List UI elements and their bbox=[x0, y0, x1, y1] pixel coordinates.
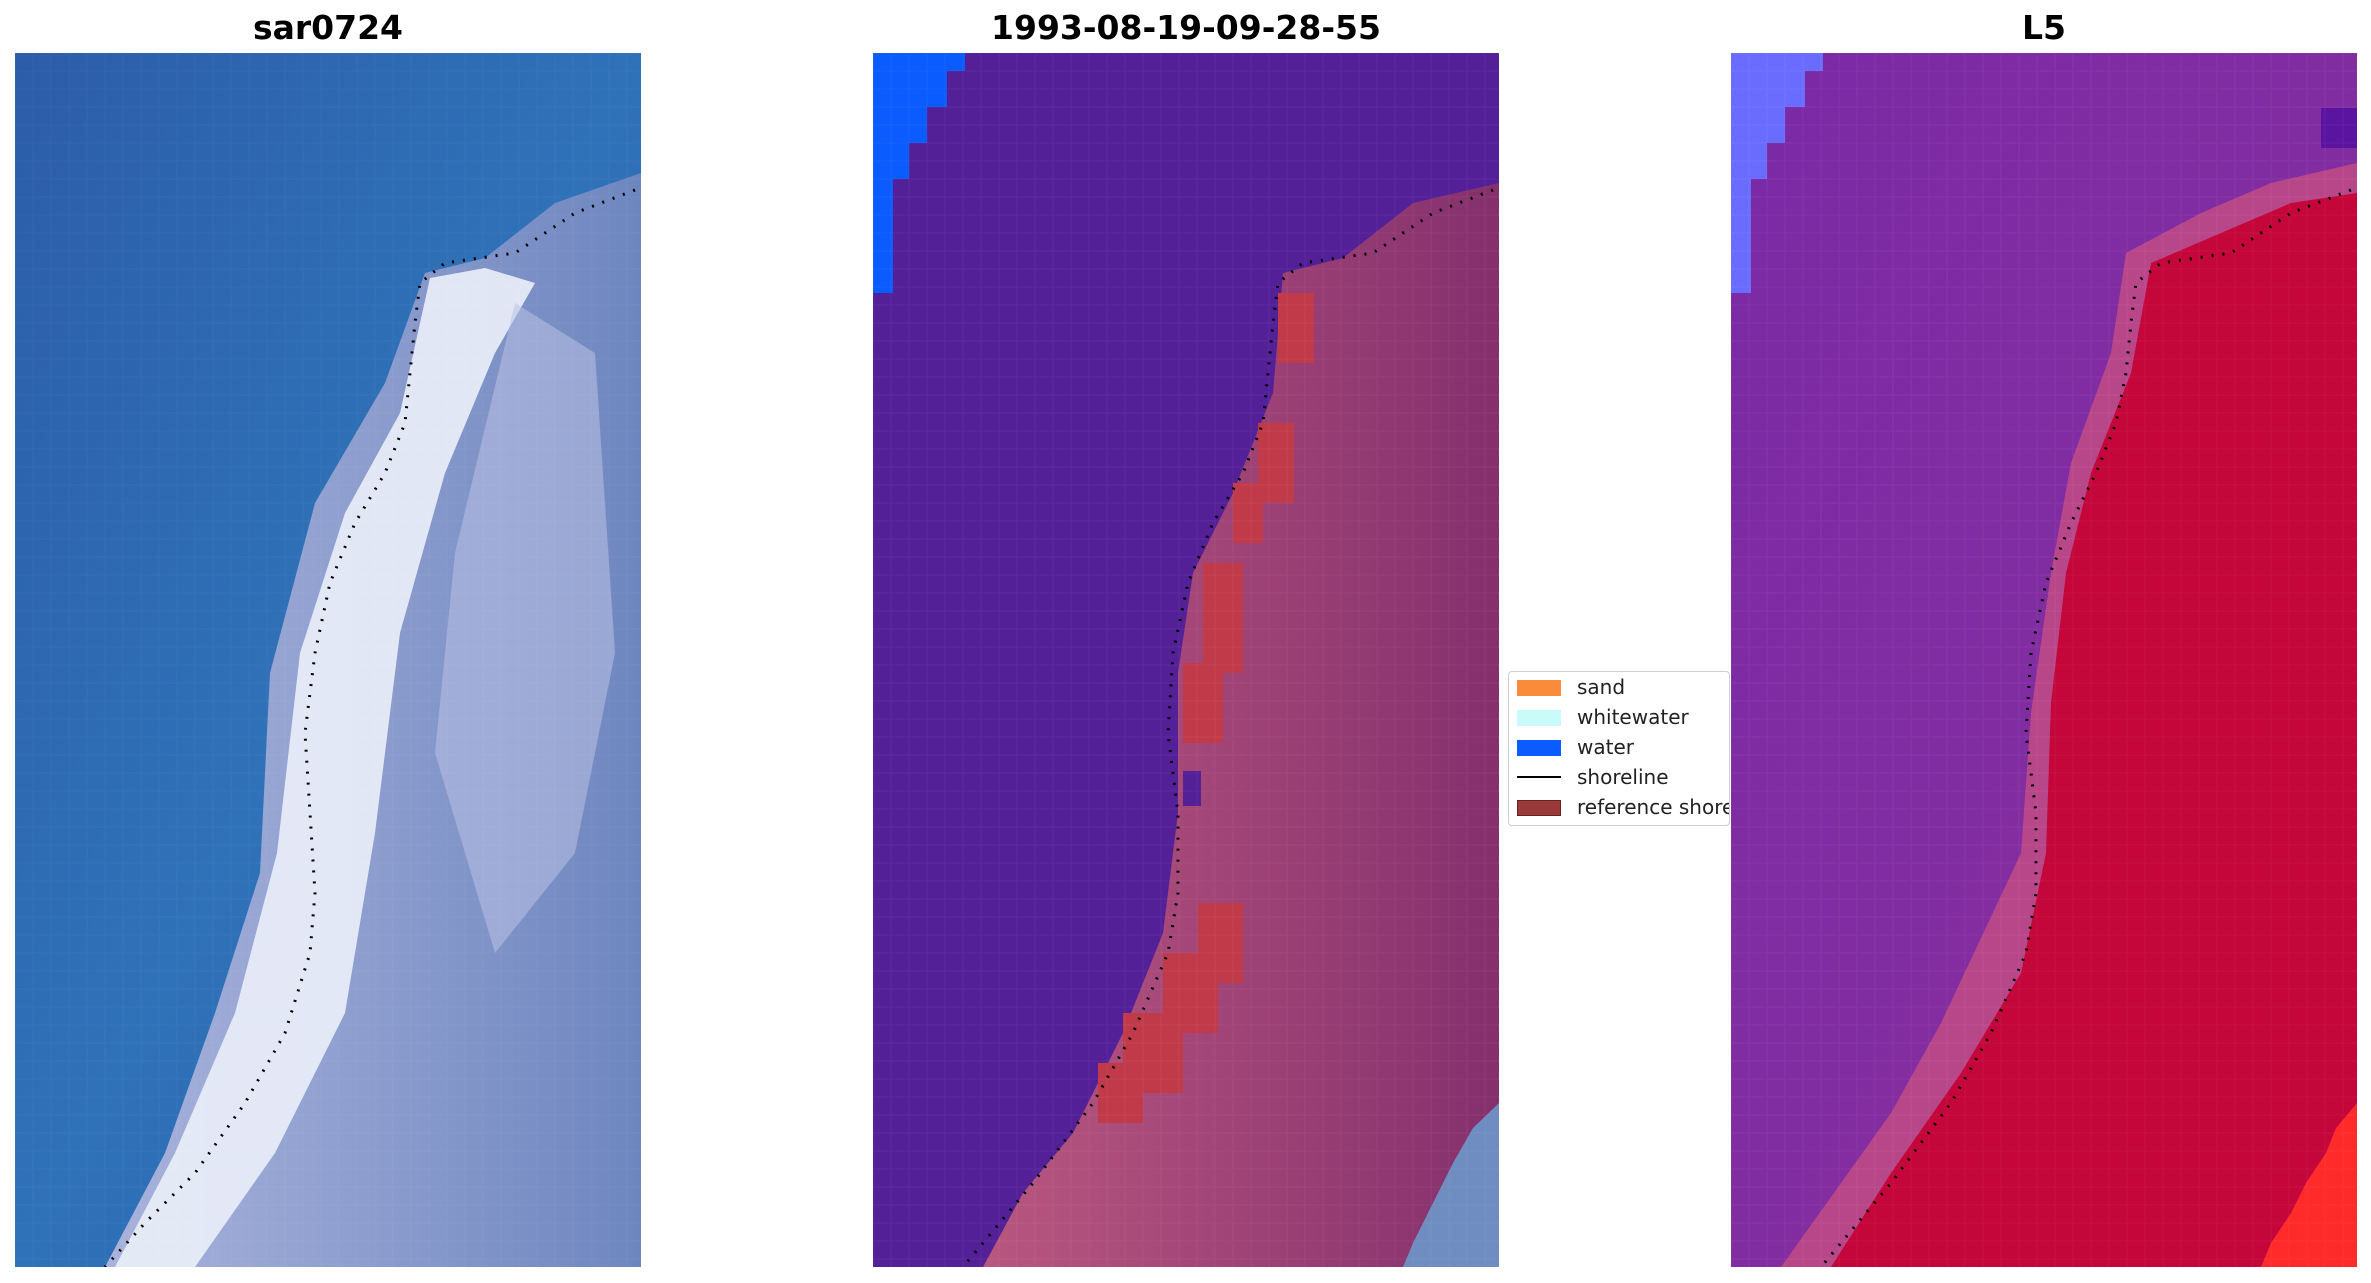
panel-title-rgb: sar0724 bbox=[252, 8, 404, 47]
sand-swatch bbox=[1517, 680, 1561, 696]
whitewater-swatch bbox=[1517, 710, 1561, 726]
legend-item-shoreline: shoreline bbox=[1509, 762, 1729, 792]
panel-title-mndwi: L5 bbox=[2022, 8, 2066, 47]
rgb-image-panel bbox=[15, 53, 641, 1267]
l5-image-panel bbox=[1731, 53, 2357, 1267]
legend: sand whitewater water shoreline referenc… bbox=[1508, 671, 1730, 826]
shoreline-line bbox=[103, 188, 636, 1267]
panel-title-classified: 1993-08-19-09-28-55 bbox=[991, 8, 1381, 47]
water-swatch bbox=[1517, 740, 1561, 756]
rgb-image bbox=[15, 53, 641, 1267]
legend-item-reference-shoreline: reference shoreline bbox=[1509, 792, 1729, 822]
l5-image bbox=[1731, 53, 2357, 1267]
legend-label-shoreline: shoreline bbox=[1577, 765, 1669, 789]
classified-image-panel bbox=[873, 53, 1499, 1267]
reference-shoreline-swatch bbox=[1517, 800, 1561, 816]
classified-image bbox=[873, 53, 1499, 1267]
legend-label-reference-shoreline: reference shoreline bbox=[1577, 795, 1729, 819]
legend-label-water: water bbox=[1577, 735, 1634, 759]
shoreline-swatch bbox=[1517, 776, 1561, 778]
legend-item-whitewater: whitewater bbox=[1509, 702, 1729, 732]
legend-label-sand: sand bbox=[1577, 675, 1626, 699]
legend-label-whitewater: whitewater bbox=[1577, 705, 1689, 729]
legend-item-water: water bbox=[1509, 732, 1729, 762]
legend-item-sand: sand bbox=[1509, 672, 1729, 702]
